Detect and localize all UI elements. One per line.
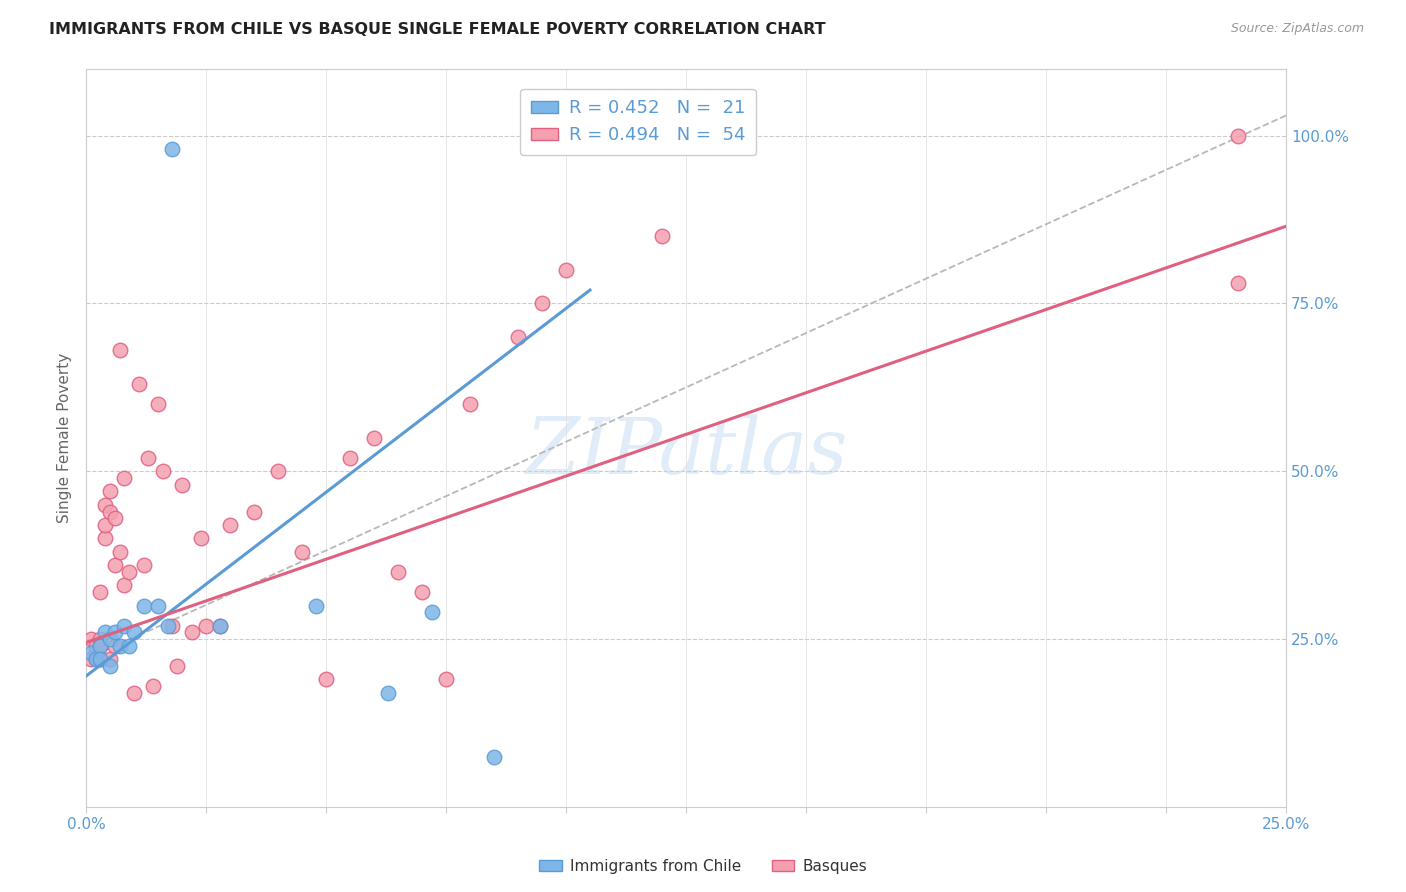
Point [267,464,290,478]
Y-axis label: Single Female Poverty: Single Female Poverty [58,352,72,523]
Point [1226,128,1249,143]
Point [118,565,141,579]
Point [98,652,121,666]
Point [114,618,136,632]
Point [84,646,107,660]
Point [89,632,111,647]
Point [162,142,184,156]
Point [132,558,155,573]
Text: ZIPatlas: ZIPatlas [524,415,848,491]
Point [166,659,188,673]
Point [104,558,127,573]
Point [104,511,127,525]
Point [305,599,328,613]
Point [209,618,232,632]
Point [104,625,127,640]
Point [98,505,121,519]
Point [138,450,160,465]
Point [458,397,481,411]
Point [339,450,361,465]
Point [555,263,578,277]
Point [162,618,184,632]
Point [315,673,337,687]
Point [118,639,141,653]
Point [434,673,457,687]
Point [108,545,131,559]
Point [482,749,505,764]
Point [98,659,121,673]
Point [420,605,443,619]
Point [122,686,145,700]
Point [98,632,121,647]
Point [122,625,145,640]
Point [1226,277,1249,291]
Point [114,471,136,485]
Point [146,599,169,613]
Point [156,618,179,632]
Point [80,652,103,666]
Point [89,652,111,666]
Point [94,625,117,640]
Point [94,532,117,546]
Point [531,296,554,310]
Point [98,484,121,499]
Point [219,518,242,533]
Point [146,397,169,411]
Point [651,229,673,244]
Text: IMMIGRANTS FROM CHILE VS BASQUE SINGLE FEMALE POVERTY CORRELATION CHART: IMMIGRANTS FROM CHILE VS BASQUE SINGLE F… [49,22,825,37]
Point [80,632,103,647]
Point [84,652,107,666]
Point [142,679,165,693]
Point [190,532,212,546]
Point [84,639,107,653]
Point [89,652,111,666]
Point [195,618,218,632]
Point [108,343,131,358]
Point [132,599,155,613]
Point [89,639,111,653]
Point [94,498,117,512]
Point [180,625,202,640]
Point [89,639,111,653]
Point [411,585,433,599]
Point [84,652,107,666]
Point [108,639,131,653]
Point [104,639,127,653]
Point [387,565,409,579]
Point [291,545,314,559]
Point [89,585,111,599]
Point [114,578,136,592]
Legend: R = 0.452   N =  21, R = 0.494   N =  54: R = 0.452 N = 21, R = 0.494 N = 54 [520,88,756,155]
Point [243,505,266,519]
Text: Source: ZipAtlas.com: Source: ZipAtlas.com [1230,22,1364,36]
Point [377,686,399,700]
Point [152,464,174,478]
Legend: Immigrants from Chile, Basques: Immigrants from Chile, Basques [533,853,873,880]
Point [170,477,193,491]
Point [80,646,103,660]
Point [363,431,385,445]
Point [506,330,529,344]
Point [128,377,150,392]
Point [94,518,117,533]
Point [209,618,232,632]
